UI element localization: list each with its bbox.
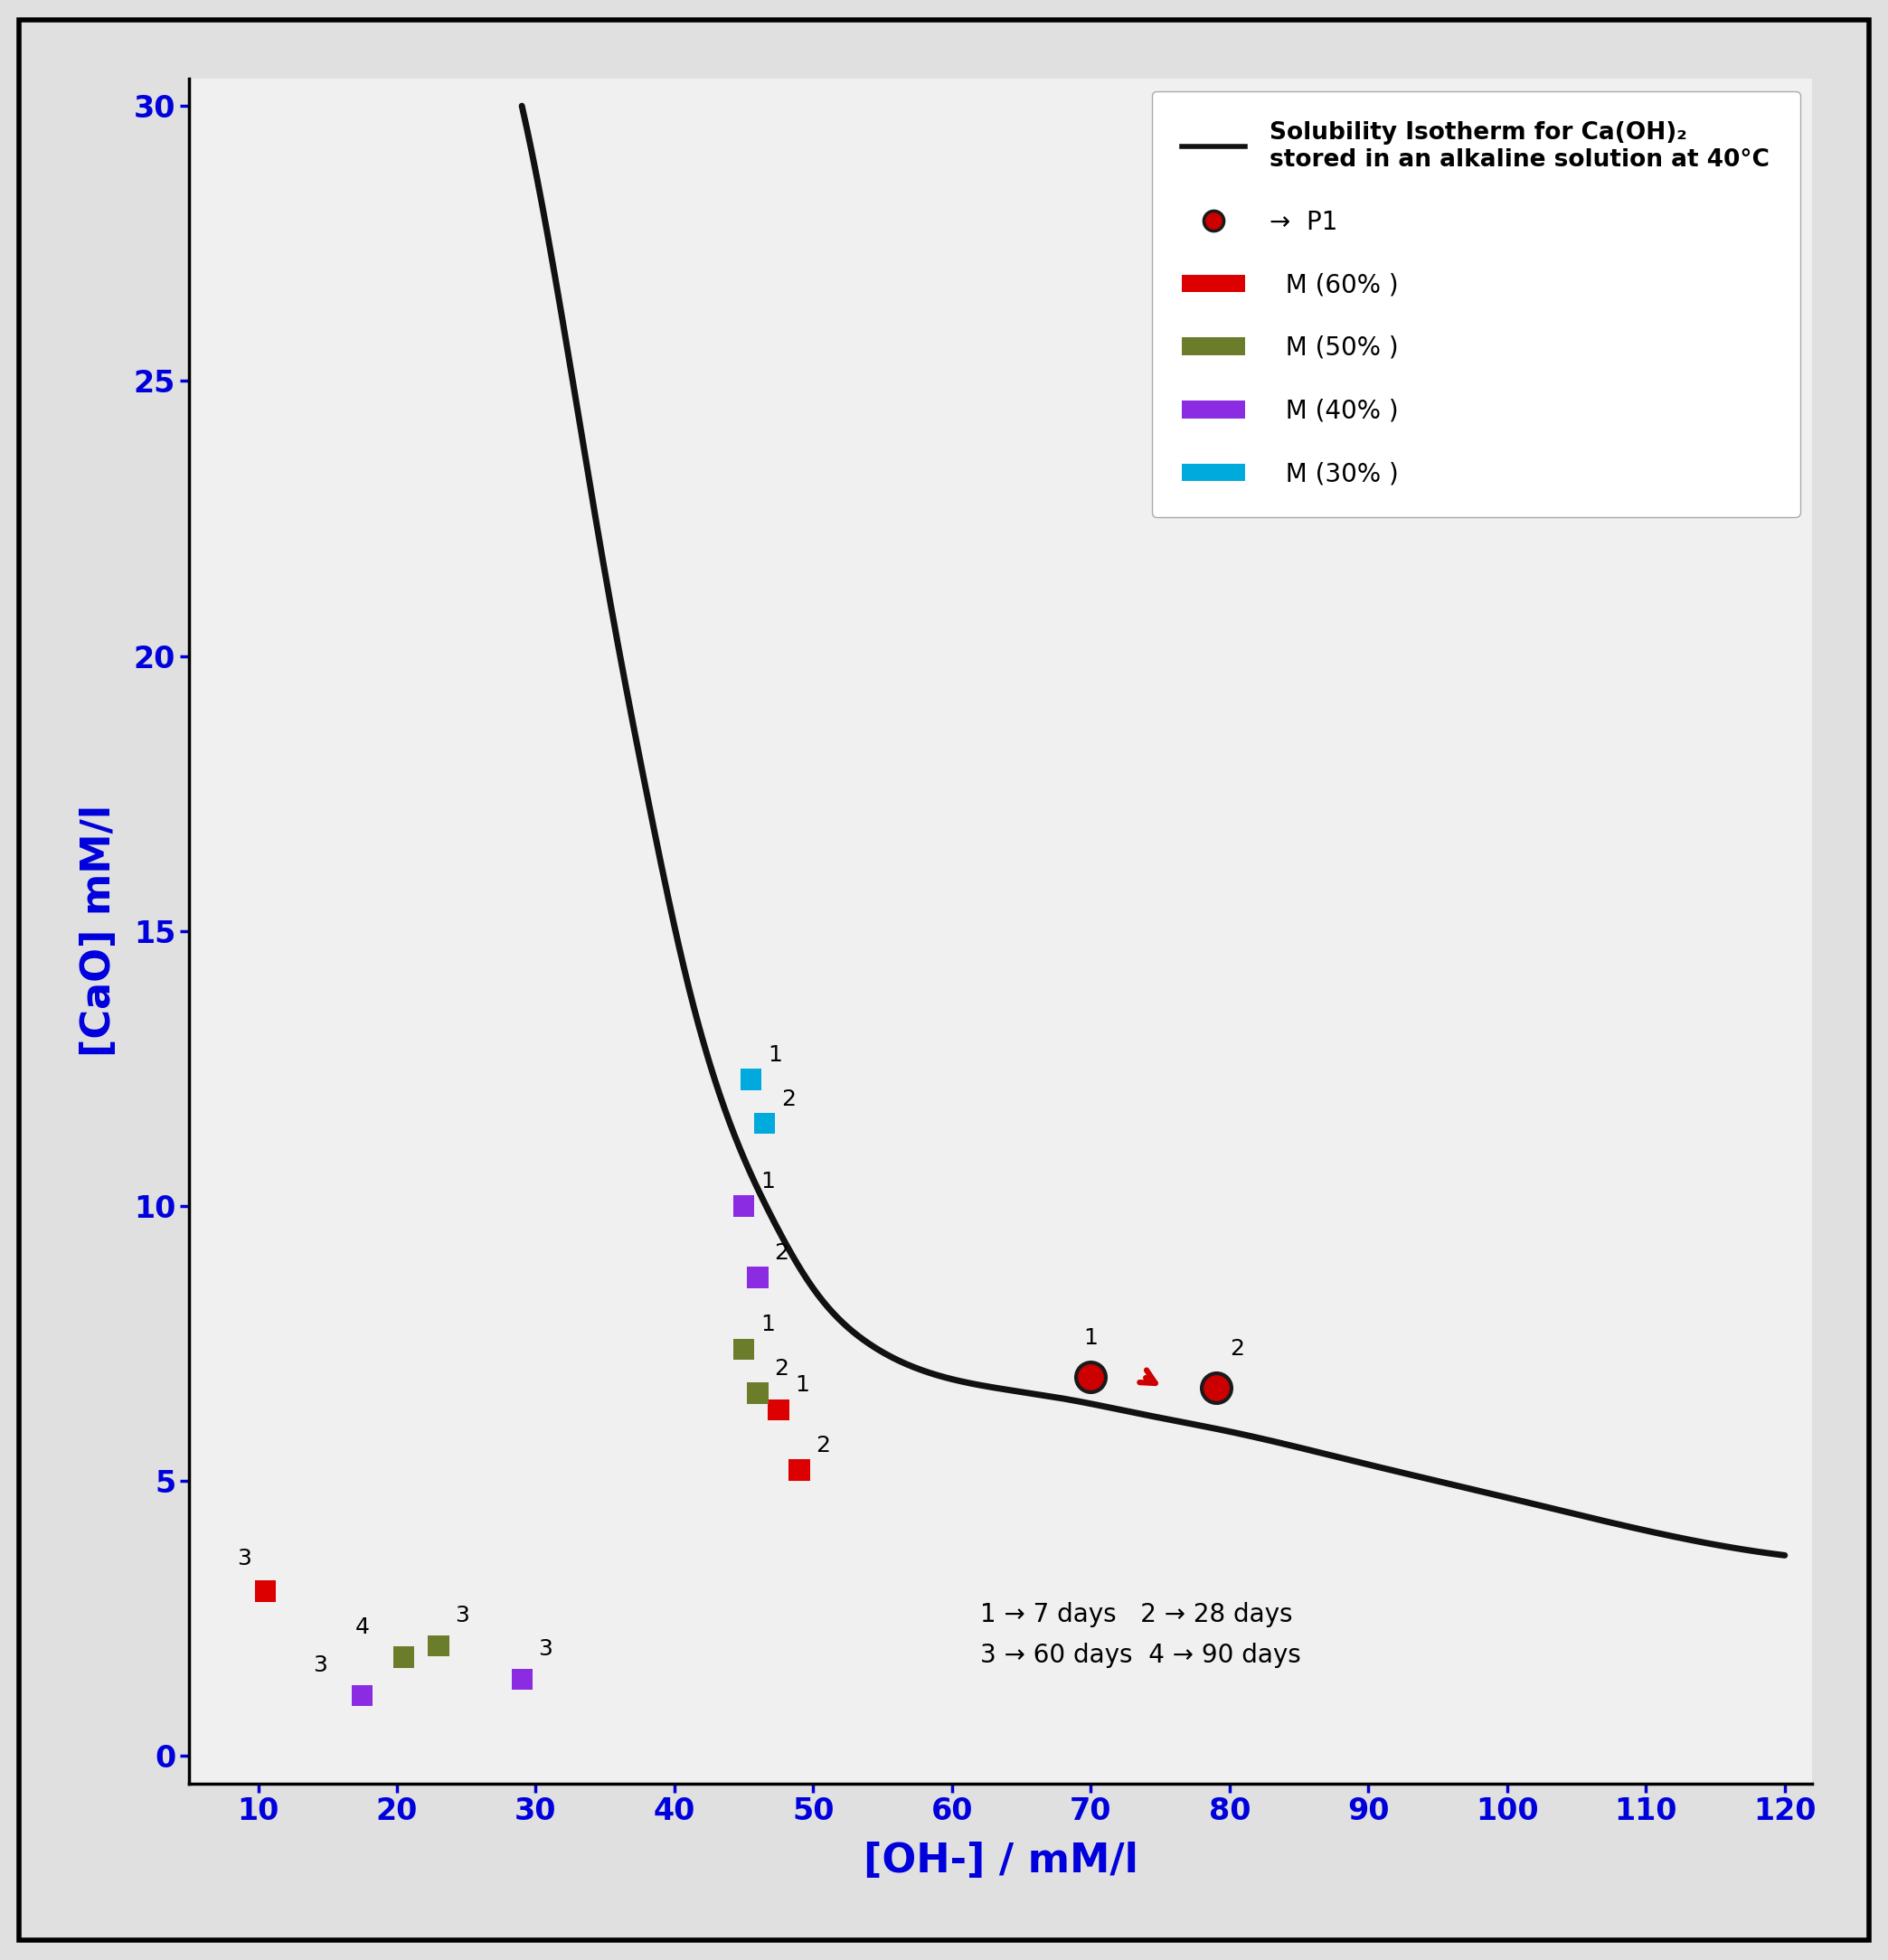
Point [423,1631,453,1662]
Text: 1: 1 [761,1170,774,1192]
Point [742,1262,772,1294]
Point [736,1064,767,1096]
Text: 3: 3 [538,1639,553,1660]
Point [784,1454,814,1486]
Point [750,1107,780,1139]
X-axis label: [OH-] / mM/l: [OH-] / mM/l [863,1842,1138,1880]
Text: 2: 2 [774,1243,789,1264]
Text: 3: 3 [236,1546,251,1570]
Point [729,1333,759,1364]
Text: 4: 4 [355,1617,370,1639]
Point [1201,1372,1231,1403]
Text: 1: 1 [795,1374,810,1396]
Point [506,1664,536,1695]
Text: 1 → 7 days   2 → 28 days
3 → 60 days  4 → 90 days: 1 → 7 days 2 → 28 days 3 → 60 days 4 → 9… [980,1601,1301,1668]
Text: 2: 2 [816,1435,831,1456]
Text: 2: 2 [774,1358,789,1380]
Y-axis label: [CaO] mM/l: [CaO] mM/l [79,806,119,1056]
Text: 2: 2 [1229,1339,1244,1360]
Text: 3: 3 [455,1605,470,1627]
Point [742,1378,772,1409]
Point [347,1680,378,1711]
Point [763,1394,793,1425]
Point [389,1641,419,1672]
Point [729,1190,759,1221]
Text: 3: 3 [313,1654,329,1676]
Point [249,1576,279,1607]
Point [1076,1360,1106,1392]
Text: 1: 1 [761,1313,774,1335]
Text: 2: 2 [782,1088,797,1109]
Legend: Solubility Isotherm for Ca(OH)₂
stored in an alkaline solution at 40°C, →  P1,  : Solubility Isotherm for Ca(OH)₂ stored i… [1152,90,1799,517]
Text: 1: 1 [1084,1327,1099,1348]
Text: 1: 1 [768,1045,782,1066]
